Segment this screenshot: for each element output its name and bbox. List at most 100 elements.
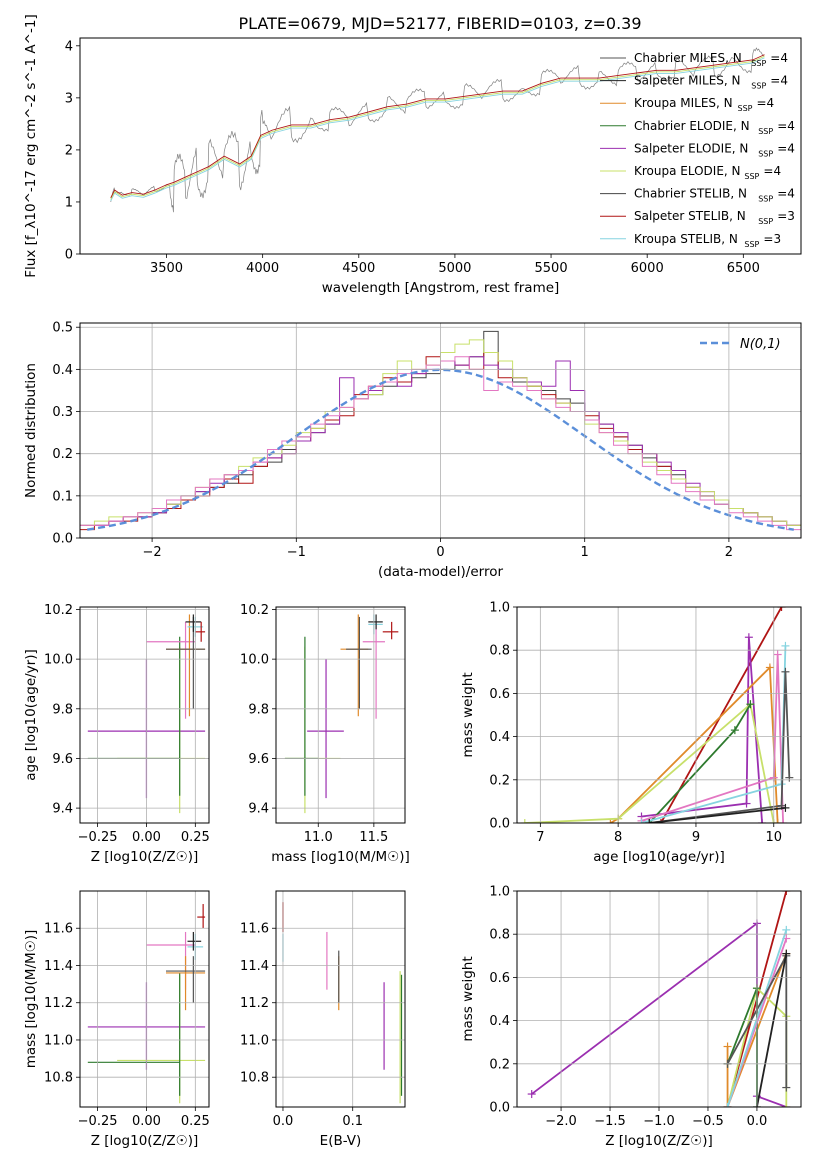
- y-tick-label: 0.0: [489, 817, 510, 832]
- y-tick-label: 9.4: [248, 802, 269, 817]
- y-tick-label: 11.4: [44, 959, 73, 974]
- x-tick-label: 0.1: [342, 1114, 363, 1129]
- y-tick-label: 0.2: [489, 1057, 510, 1072]
- x-tick-label: 5000: [438, 261, 471, 276]
- axes-frame: [79, 606, 210, 824]
- y-tick-label: 1.0: [489, 885, 510, 900]
- panel-mass_vs_Z: −0.25 0.00 0.25 10.8 11.0 11.2 11.4 11.6 Z [log1…: [23, 890, 210, 1149]
- y-tick-label: 0.5: [52, 321, 73, 336]
- y-tick-label: 10.2: [240, 603, 269, 618]
- y-tick-label: 9.8: [52, 702, 73, 717]
- x-axis-label: Z [log10(Z/Z☉)]: [91, 1133, 199, 1149]
- legend-value: =3: [777, 209, 795, 223]
- legend-value: =4: [777, 119, 795, 133]
- x-axis-label: (data-model)/error: [378, 564, 504, 580]
- panel-mass_vs_ebv: 0.0 0.1 10.8 11.0 11.2 11.4 11.6 E(B-V): [240, 890, 406, 1149]
- panel-spectrum: 3500 4000 4500 5000 5500 6000 6500 0 1 2 3 4 wavelen…: [23, 14, 802, 296]
- plot-area-weight_vs_age: [520, 607, 794, 823]
- observed-spectrum: [110, 47, 764, 213]
- y-axis-label: mass [log10(M/M☉)]: [23, 930, 39, 1069]
- x-tick-label: 0.25: [181, 1114, 210, 1129]
- y-tick-label: 9.6: [52, 752, 73, 767]
- y-tick-label: 11.4: [240, 959, 269, 974]
- axes-frame: [516, 606, 802, 824]
- panel-residuals: −2 −1 0 1 2 0.0 0.1 0.2 0.3 0.4 0.5 (data-model)/er…: [23, 321, 802, 580]
- axes-frame: [516, 890, 802, 1108]
- x-tick-label: 0: [436, 545, 444, 560]
- x-tick-label: −0.25: [78, 830, 118, 845]
- legend-label: Salpeter MILES, N: [634, 74, 741, 88]
- y-tick-label: 11.0: [44, 1033, 73, 1048]
- weight-lines: [520, 607, 794, 823]
- y-tick-label: 1: [65, 195, 73, 210]
- y-tick-label: 10.0: [44, 653, 73, 668]
- weight-line: [649, 671, 791, 823]
- y-tick-label: 9.6: [248, 752, 269, 767]
- x-axis-label: wavelength [Angstrom, rest frame]: [322, 280, 560, 296]
- y-tick-label: 0.0: [489, 1101, 510, 1116]
- x-tick-label: 6500: [727, 261, 760, 276]
- gaussian-curve: [87, 368, 794, 531]
- model-spectrum: [110, 54, 765, 198]
- y-axis-label: Normed distribution: [23, 363, 39, 498]
- legend-label: Chabrier ELODIE, N: [634, 119, 750, 133]
- axes-frame: [275, 606, 406, 824]
- axes-frame: [79, 890, 210, 1108]
- y-tick-label: 10.2: [44, 603, 73, 618]
- y-tick-label: 0.2: [52, 447, 73, 462]
- x-tick-label: −0.25: [78, 1114, 118, 1129]
- y-tick-label: 0.2: [489, 773, 510, 788]
- y-axis-label: age [log10(age/yr)]: [23, 649, 39, 781]
- x-axis-label: mass [log10(M/M☉)]: [271, 849, 410, 865]
- x-axis-label: age [log10(age/yr)]: [593, 849, 725, 865]
- y-tick-label: 11.2: [44, 996, 73, 1011]
- legend-label: N(0,1): [740, 337, 781, 352]
- x-tick-label: 4500: [342, 261, 375, 276]
- y-tick-label: 0.0: [52, 532, 73, 547]
- legend-label: Kroupa ELODIE, N: [634, 164, 741, 178]
- legend-label: Salpeter ELODIE, N: [634, 141, 748, 155]
- errorbars: [284, 614, 399, 814]
- x-tick-label: 10: [765, 830, 782, 845]
- axes-frame: [275, 890, 406, 1108]
- x-tick-label: 11.5: [359, 830, 388, 845]
- legend-subscript: SSP: [758, 149, 773, 158]
- y-tick-label: 0.6: [489, 971, 510, 986]
- y-axis-label: mass weight: [460, 956, 476, 1041]
- x-axis-label: E(B-V): [320, 1133, 362, 1149]
- weight-line: [756, 953, 788, 1107]
- legend-subscript: SSP: [744, 172, 759, 181]
- weight-line: [524, 702, 775, 823]
- y-tick-label: 0.4: [52, 363, 73, 378]
- spectrum-lines: [110, 47, 765, 213]
- x-tick-label: 5500: [535, 261, 568, 276]
- x-tick-label: 2: [725, 545, 733, 560]
- model-spectrum: [110, 55, 765, 200]
- y-tick-label: 11.6: [44, 922, 73, 937]
- y-tick-label: 4: [65, 39, 73, 54]
- panel-age_vs_Z: −0.25 0.00 0.25 9.4 9.6 9.8 10.0 10.2 Z [log10(Z…: [23, 603, 210, 865]
- y-tick-label: 11.2: [240, 996, 269, 1011]
- plot-area-spectrum: [110, 47, 765, 213]
- x-tick-label: 8: [614, 830, 622, 845]
- legend-value: =3: [763, 232, 781, 246]
- x-tick-label: −1: [287, 545, 306, 560]
- legend-label: Salpeter STELIB, N: [634, 209, 746, 223]
- panel-weight_vs_age: 7 8 9 10 0.0 0.2 0.4 0.6 0.8 1.0 age [log10(age/yr…: [460, 601, 802, 865]
- plot-area-age_vs_mass: [284, 614, 399, 814]
- legend-subscript: SSP: [751, 59, 766, 68]
- legend-value: =4: [763, 164, 781, 178]
- y-tick-label: 0.8: [489, 928, 510, 943]
- panel-age_vs_mass: 11.0 11.5 9.4 9.6 9.8 10.0 10.2 mass [log10(M/M…: [240, 603, 410, 865]
- y-tick-label: 10.8: [44, 1071, 73, 1086]
- figure-title: PLATE=0679, MJD=52177, FIBERID=0103, z=0…: [238, 14, 641, 33]
- y-tick-label: 0.8: [489, 644, 510, 659]
- x-tick-label: −1.0: [643, 1114, 675, 1129]
- y-tick-label: 11.6: [240, 922, 269, 937]
- x-tick-label: 11.0: [304, 830, 333, 845]
- legend-label: Chabrier STELIB, N: [634, 187, 747, 201]
- x-tick-label: 7: [536, 830, 544, 845]
- weight-line: [649, 806, 786, 823]
- y-tick-label: 0.1: [52, 489, 73, 504]
